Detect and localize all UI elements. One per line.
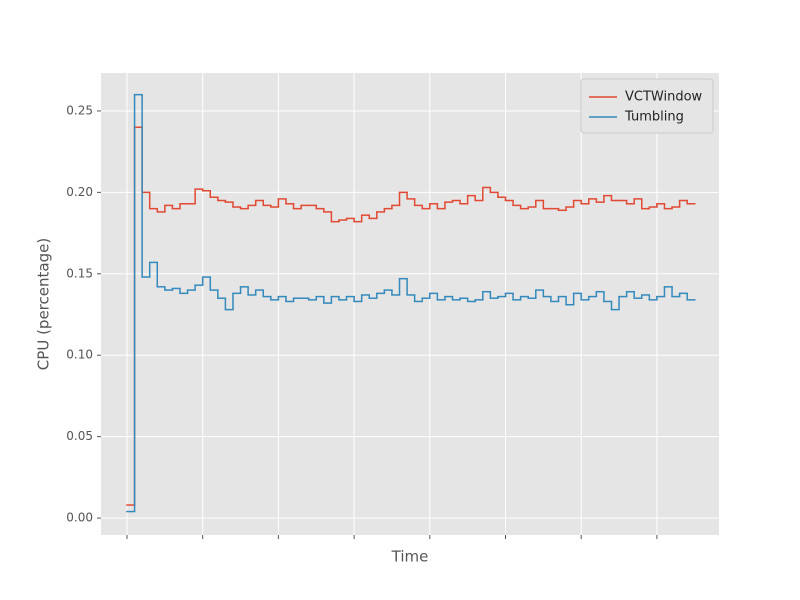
legend-box [580,78,714,134]
y-tick-label: 0.15 [66,266,93,280]
legend-label: VCTWindow [625,90,703,105]
legend-label: Tumbling [624,110,684,125]
plot-area [101,73,719,535]
grid [97,73,719,539]
x-axis-label: Time [391,548,429,566]
y-tick-label: 0.10 [66,348,93,362]
y-tick-label: 0.20 [66,185,93,199]
y-tick-label: 0.05 [66,429,93,443]
y-axis-label: CPU (percentage) [35,238,53,370]
marks [126,93,696,513]
y-tick-label: 0.25 [66,103,93,117]
y-tick-label: 0.00 [66,511,93,525]
